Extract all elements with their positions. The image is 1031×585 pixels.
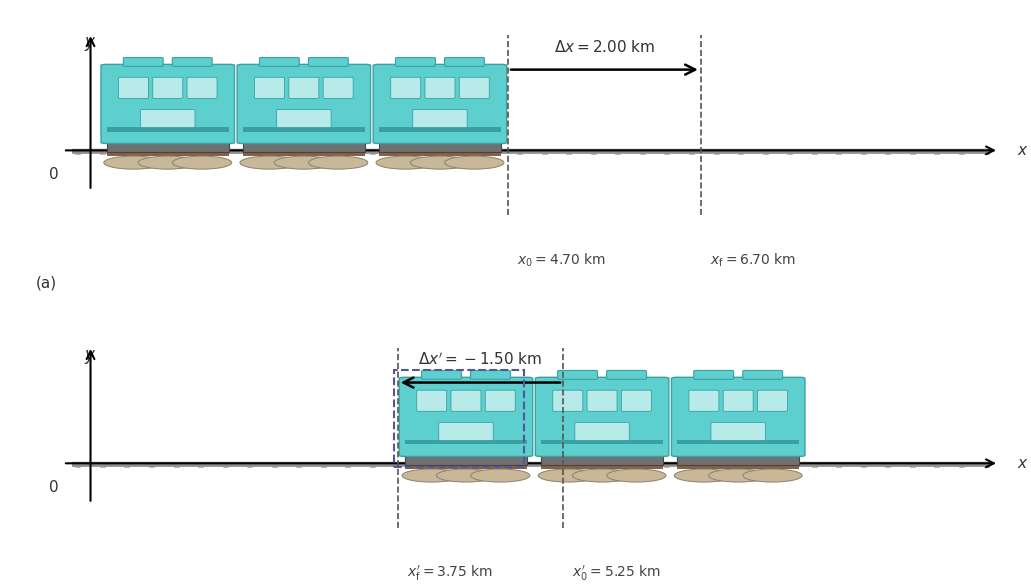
FancyBboxPatch shape bbox=[486, 390, 516, 411]
Text: $y$: $y$ bbox=[85, 348, 97, 366]
Bar bbox=[106, 127, 229, 132]
Circle shape bbox=[444, 156, 504, 169]
Bar bbox=[106, 152, 229, 156]
Circle shape bbox=[436, 469, 496, 482]
FancyBboxPatch shape bbox=[535, 377, 669, 456]
Text: $y$: $y$ bbox=[85, 35, 97, 53]
Circle shape bbox=[470, 469, 530, 482]
FancyBboxPatch shape bbox=[671, 377, 805, 456]
Circle shape bbox=[572, 469, 632, 482]
FancyBboxPatch shape bbox=[391, 77, 421, 98]
Bar bbox=[394, 370, 525, 467]
Circle shape bbox=[138, 156, 197, 169]
Bar bbox=[405, 455, 527, 465]
Bar bbox=[677, 440, 799, 445]
FancyBboxPatch shape bbox=[742, 370, 783, 379]
FancyBboxPatch shape bbox=[470, 370, 510, 379]
FancyBboxPatch shape bbox=[289, 77, 319, 98]
FancyBboxPatch shape bbox=[396, 57, 435, 66]
Circle shape bbox=[743, 469, 802, 482]
Circle shape bbox=[104, 156, 163, 169]
Bar bbox=[405, 465, 527, 469]
Circle shape bbox=[538, 469, 597, 482]
Text: $x$ (km): $x$ (km) bbox=[1018, 455, 1031, 472]
FancyBboxPatch shape bbox=[260, 57, 299, 66]
Bar bbox=[541, 465, 663, 469]
FancyBboxPatch shape bbox=[237, 64, 370, 143]
Bar bbox=[677, 465, 799, 469]
FancyBboxPatch shape bbox=[558, 370, 598, 379]
FancyBboxPatch shape bbox=[689, 390, 719, 411]
FancyBboxPatch shape bbox=[439, 422, 493, 441]
FancyBboxPatch shape bbox=[412, 109, 467, 128]
FancyBboxPatch shape bbox=[444, 57, 485, 66]
FancyBboxPatch shape bbox=[459, 77, 490, 98]
FancyBboxPatch shape bbox=[323, 77, 354, 98]
FancyBboxPatch shape bbox=[172, 57, 212, 66]
FancyBboxPatch shape bbox=[425, 77, 455, 98]
Circle shape bbox=[308, 156, 368, 169]
Bar bbox=[378, 152, 501, 156]
FancyBboxPatch shape bbox=[373, 64, 506, 143]
FancyBboxPatch shape bbox=[451, 390, 481, 411]
Text: $x_0^\prime = 5.25$ km: $x_0^\prime = 5.25$ km bbox=[572, 565, 661, 583]
FancyBboxPatch shape bbox=[417, 390, 446, 411]
FancyBboxPatch shape bbox=[140, 109, 195, 128]
Bar bbox=[106, 142, 229, 152]
FancyBboxPatch shape bbox=[276, 109, 331, 128]
Text: $x_\mathrm{f} = 6.70$ km: $x_\mathrm{f} = 6.70$ km bbox=[710, 252, 796, 269]
Text: 0: 0 bbox=[48, 167, 59, 182]
Text: $\Delta x^\prime = -1.50$ km: $\Delta x^\prime = -1.50$ km bbox=[419, 352, 542, 369]
Circle shape bbox=[674, 469, 733, 482]
FancyBboxPatch shape bbox=[308, 57, 348, 66]
Text: (a): (a) bbox=[35, 276, 57, 291]
FancyBboxPatch shape bbox=[758, 390, 788, 411]
FancyBboxPatch shape bbox=[187, 77, 218, 98]
FancyBboxPatch shape bbox=[575, 422, 629, 441]
Circle shape bbox=[274, 156, 333, 169]
FancyBboxPatch shape bbox=[399, 377, 533, 456]
Bar bbox=[541, 440, 663, 445]
Text: $x_0 = 4.70$ km: $x_0 = 4.70$ km bbox=[518, 252, 606, 269]
FancyBboxPatch shape bbox=[101, 64, 234, 143]
Bar bbox=[242, 152, 365, 156]
FancyBboxPatch shape bbox=[587, 390, 618, 411]
Circle shape bbox=[708, 469, 768, 482]
FancyBboxPatch shape bbox=[606, 370, 646, 379]
FancyBboxPatch shape bbox=[153, 77, 182, 98]
FancyBboxPatch shape bbox=[723, 390, 754, 411]
FancyBboxPatch shape bbox=[422, 370, 461, 379]
Circle shape bbox=[606, 469, 666, 482]
Circle shape bbox=[172, 156, 232, 169]
FancyBboxPatch shape bbox=[119, 77, 148, 98]
FancyBboxPatch shape bbox=[694, 370, 734, 379]
FancyBboxPatch shape bbox=[553, 390, 583, 411]
FancyBboxPatch shape bbox=[255, 77, 285, 98]
Circle shape bbox=[402, 469, 461, 482]
Text: $\Delta x = 2.00$ km: $\Delta x = 2.00$ km bbox=[554, 40, 655, 56]
FancyBboxPatch shape bbox=[622, 390, 652, 411]
Bar bbox=[242, 127, 365, 132]
Text: 0: 0 bbox=[48, 480, 59, 495]
Circle shape bbox=[410, 156, 469, 169]
Bar bbox=[242, 142, 365, 152]
Text: $x$ (km): $x$ (km) bbox=[1018, 142, 1031, 159]
Bar bbox=[378, 142, 501, 152]
Bar bbox=[378, 127, 501, 132]
Bar bbox=[405, 440, 527, 445]
FancyBboxPatch shape bbox=[124, 57, 163, 66]
Text: $x_\mathrm{f}^\prime = 3.75$ km: $x_\mathrm{f}^\prime = 3.75$ km bbox=[407, 565, 493, 583]
Circle shape bbox=[376, 156, 435, 169]
Bar bbox=[677, 455, 799, 465]
Bar bbox=[541, 455, 663, 465]
Circle shape bbox=[240, 156, 299, 169]
FancyBboxPatch shape bbox=[711, 422, 765, 441]
